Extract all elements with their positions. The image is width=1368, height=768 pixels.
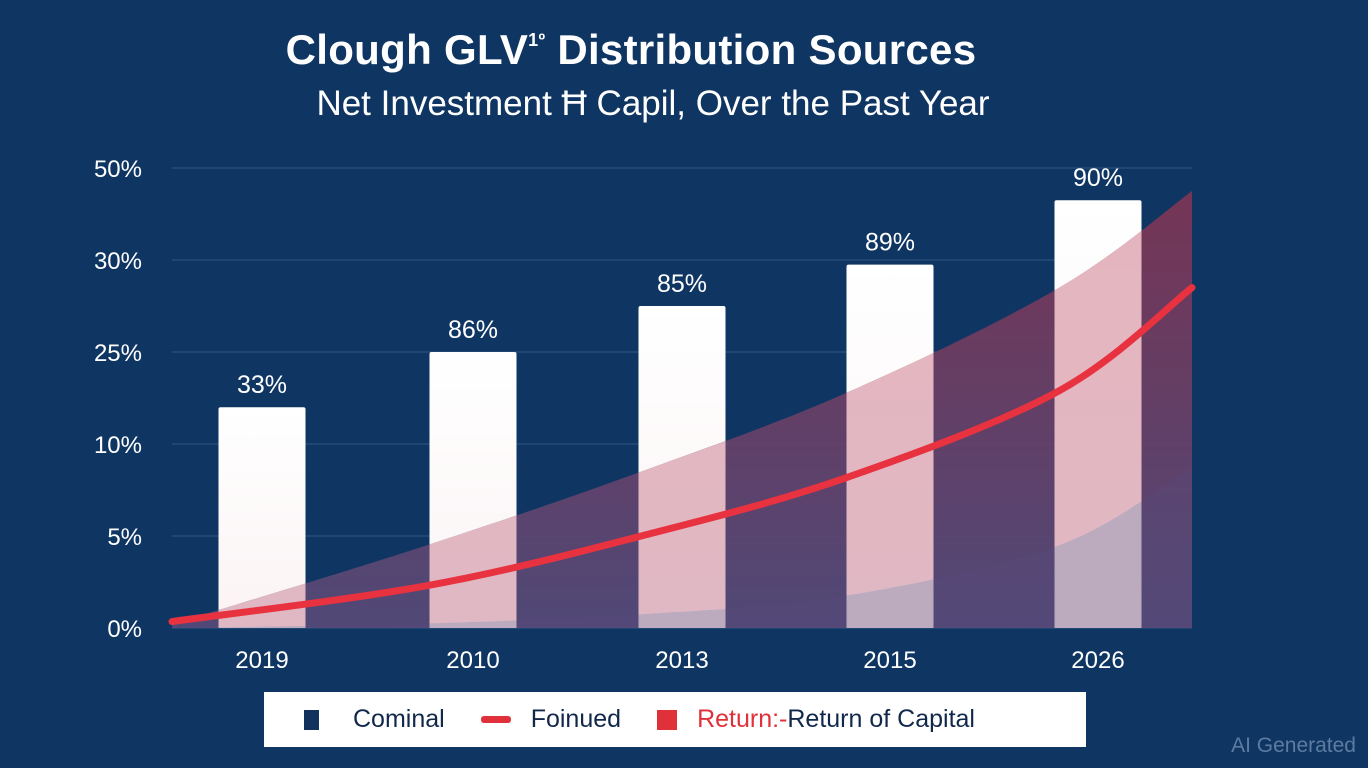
bar-value-labels: 33% 86% 85% 89% 90% xyxy=(237,164,1123,399)
curve-line xyxy=(168,284,1196,626)
y-tick-label: 30% xyxy=(94,248,142,275)
y-tick-label: 10% xyxy=(94,432,142,459)
x-tick-label: 2019 xyxy=(235,647,288,674)
y-axis-ticks: 0% 5% 10% 25% 30% 50% xyxy=(94,156,142,643)
title-main: Clough GLV xyxy=(285,26,529,73)
band-area xyxy=(172,191,1192,628)
legend-label-foinued: Foinued xyxy=(530,705,622,733)
return-of-capital-band xyxy=(172,191,1192,628)
legend-label-cominal: Cominal xyxy=(353,705,445,733)
y-tick-label: 50% xyxy=(94,156,142,183)
bar-value-label: 85% xyxy=(657,270,707,298)
ai-generated-watermark: AI Generated xyxy=(1231,734,1356,757)
y-tick-label: 5% xyxy=(107,524,142,551)
band-lower-area xyxy=(172,467,1192,628)
legend-label-return-of-capital: Return of Capital xyxy=(787,705,975,733)
x-tick-label: 2015 xyxy=(863,647,916,674)
bar-value-label: 89% xyxy=(865,229,915,257)
foinued-curve xyxy=(168,284,1196,626)
x-tick-label: 2013 xyxy=(655,647,708,674)
legend-item-return-of-capital: Return:- Return of Capital xyxy=(657,705,975,734)
x-axis-ticks: 2019 2010 2013 2015 2026 xyxy=(235,647,1124,674)
legend-swatch-cominal xyxy=(304,709,319,730)
legend-swatch-foinued xyxy=(480,716,511,723)
y-tick-label: 0% xyxy=(107,616,142,643)
x-tick-label: 2026 xyxy=(1071,647,1124,674)
title-suffix: Distribution Sources xyxy=(557,26,977,73)
legend-item-cominal: Cominal xyxy=(304,705,445,734)
title-superscript: 1º xyxy=(528,30,546,50)
chart-title: Clough GLV1º Distribution Sources xyxy=(0,26,1262,74)
legend-item-foinued: Foinued xyxy=(480,705,622,734)
bar-value-label: 90% xyxy=(1073,164,1123,192)
bar xyxy=(218,407,306,628)
x-tick-label: 2010 xyxy=(446,647,499,674)
legend: Cominal Foinued Return:- Return of Capit… xyxy=(264,692,1086,747)
legend-label-return-red: Return:- xyxy=(697,705,788,733)
y-tick-label: 25% xyxy=(94,340,142,367)
legend-swatch-return xyxy=(657,709,678,730)
chart-subtitle: Net Investment Ħ Capil, Over the Past Ye… xyxy=(316,84,990,123)
bar-value-label: 86% xyxy=(448,316,498,344)
bar-value-label: 33% xyxy=(237,371,287,399)
